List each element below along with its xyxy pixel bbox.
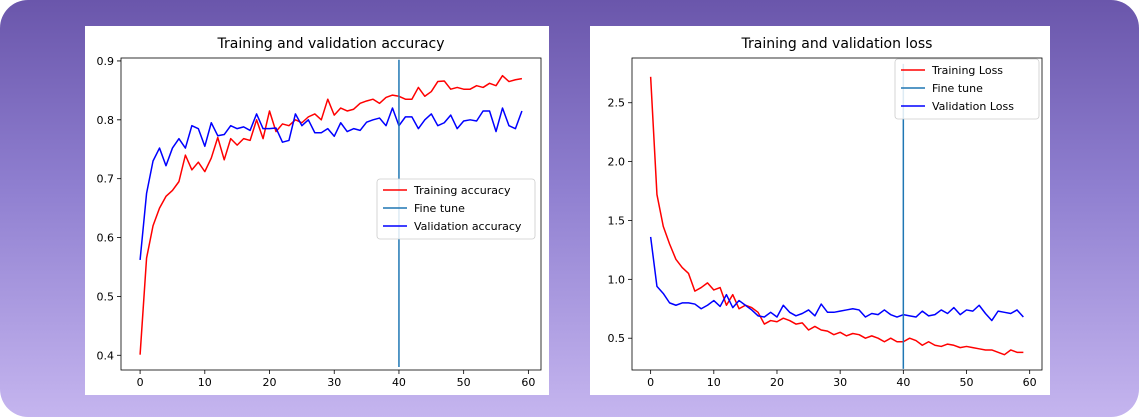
x-tick-label: 0 [647,376,654,389]
legend-label-training-accuracy: Training accuracy [413,184,511,197]
x-tick-label: 30 [327,376,341,389]
legend-label-fine-tune: Fine tune [414,202,465,215]
y-tick-label: 1.5 [608,214,626,227]
x-tick-label: 60 [521,376,535,389]
accuracy-chart: Training and validation accuracy 0 10 20 30 4… [97,36,542,389]
plot-frame [631,57,1043,371]
y-tick-label: 0.4 [97,349,115,362]
chart-title: Training and validation loss [741,36,933,52]
x-tick-label: 50 [457,376,471,389]
y-tick-label: 0.6 [97,232,115,245]
x-tick-label: 60 [1023,376,1037,389]
x-tick-label: 20 [263,376,277,389]
x-tick-label: 0 [137,376,144,389]
y-tick-label: 0.7 [97,173,115,186]
y-tick-label: 1.0 [608,273,626,286]
validation-accuracy-line [139,107,523,260]
y-tick-label: 2.5 [608,97,626,110]
training-loss-line [649,76,1024,356]
legend-label-validation-loss: Validation Loss [932,100,1014,113]
loss-chart: Training and validation loss 0 10 20 30 40 50 6… [608,36,1043,389]
chart-title: Training and validation accuracy [216,36,444,52]
legend: Training Loss Fine tune Validation Loss [894,58,1040,120]
x-tick-label: 50 [960,376,974,389]
legend-label-training-loss: Training Loss [931,64,1003,77]
x-tick-label: 40 [896,376,910,389]
y-tick-label: 0.5 [608,332,626,345]
x-tick-label: 20 [770,376,784,389]
accuracy-chart-panel: Training and validation accuracy 0 10 20 30 4… [85,26,549,395]
x-tick-label: 40 [392,376,406,389]
x-tick-label: 10 [707,376,721,389]
x-tick-label: 30 [833,376,847,389]
y-tick-label: 0.8 [97,114,115,127]
legend-box [376,178,536,240]
y-tick-label: 2.0 [608,156,626,169]
x-tick-label: 10 [198,376,212,389]
legend-box [894,58,1040,120]
y-tick-label: 0.5 [97,290,115,303]
training-accuracy-line [139,74,523,355]
validation-loss-line [649,236,1024,322]
legend-label-fine-tune: Fine tune [932,82,983,95]
legend: Training accuracy Fine tune Validation acc… [376,178,536,240]
plot-frame [120,57,542,371]
loss-chart-panel: Training and validation loss 0 10 20 30 40 50 6… [590,26,1050,395]
y-tick-label: 0.9 [97,55,115,68]
legend-label-validation-accuracy: Validation accuracy [414,220,522,233]
